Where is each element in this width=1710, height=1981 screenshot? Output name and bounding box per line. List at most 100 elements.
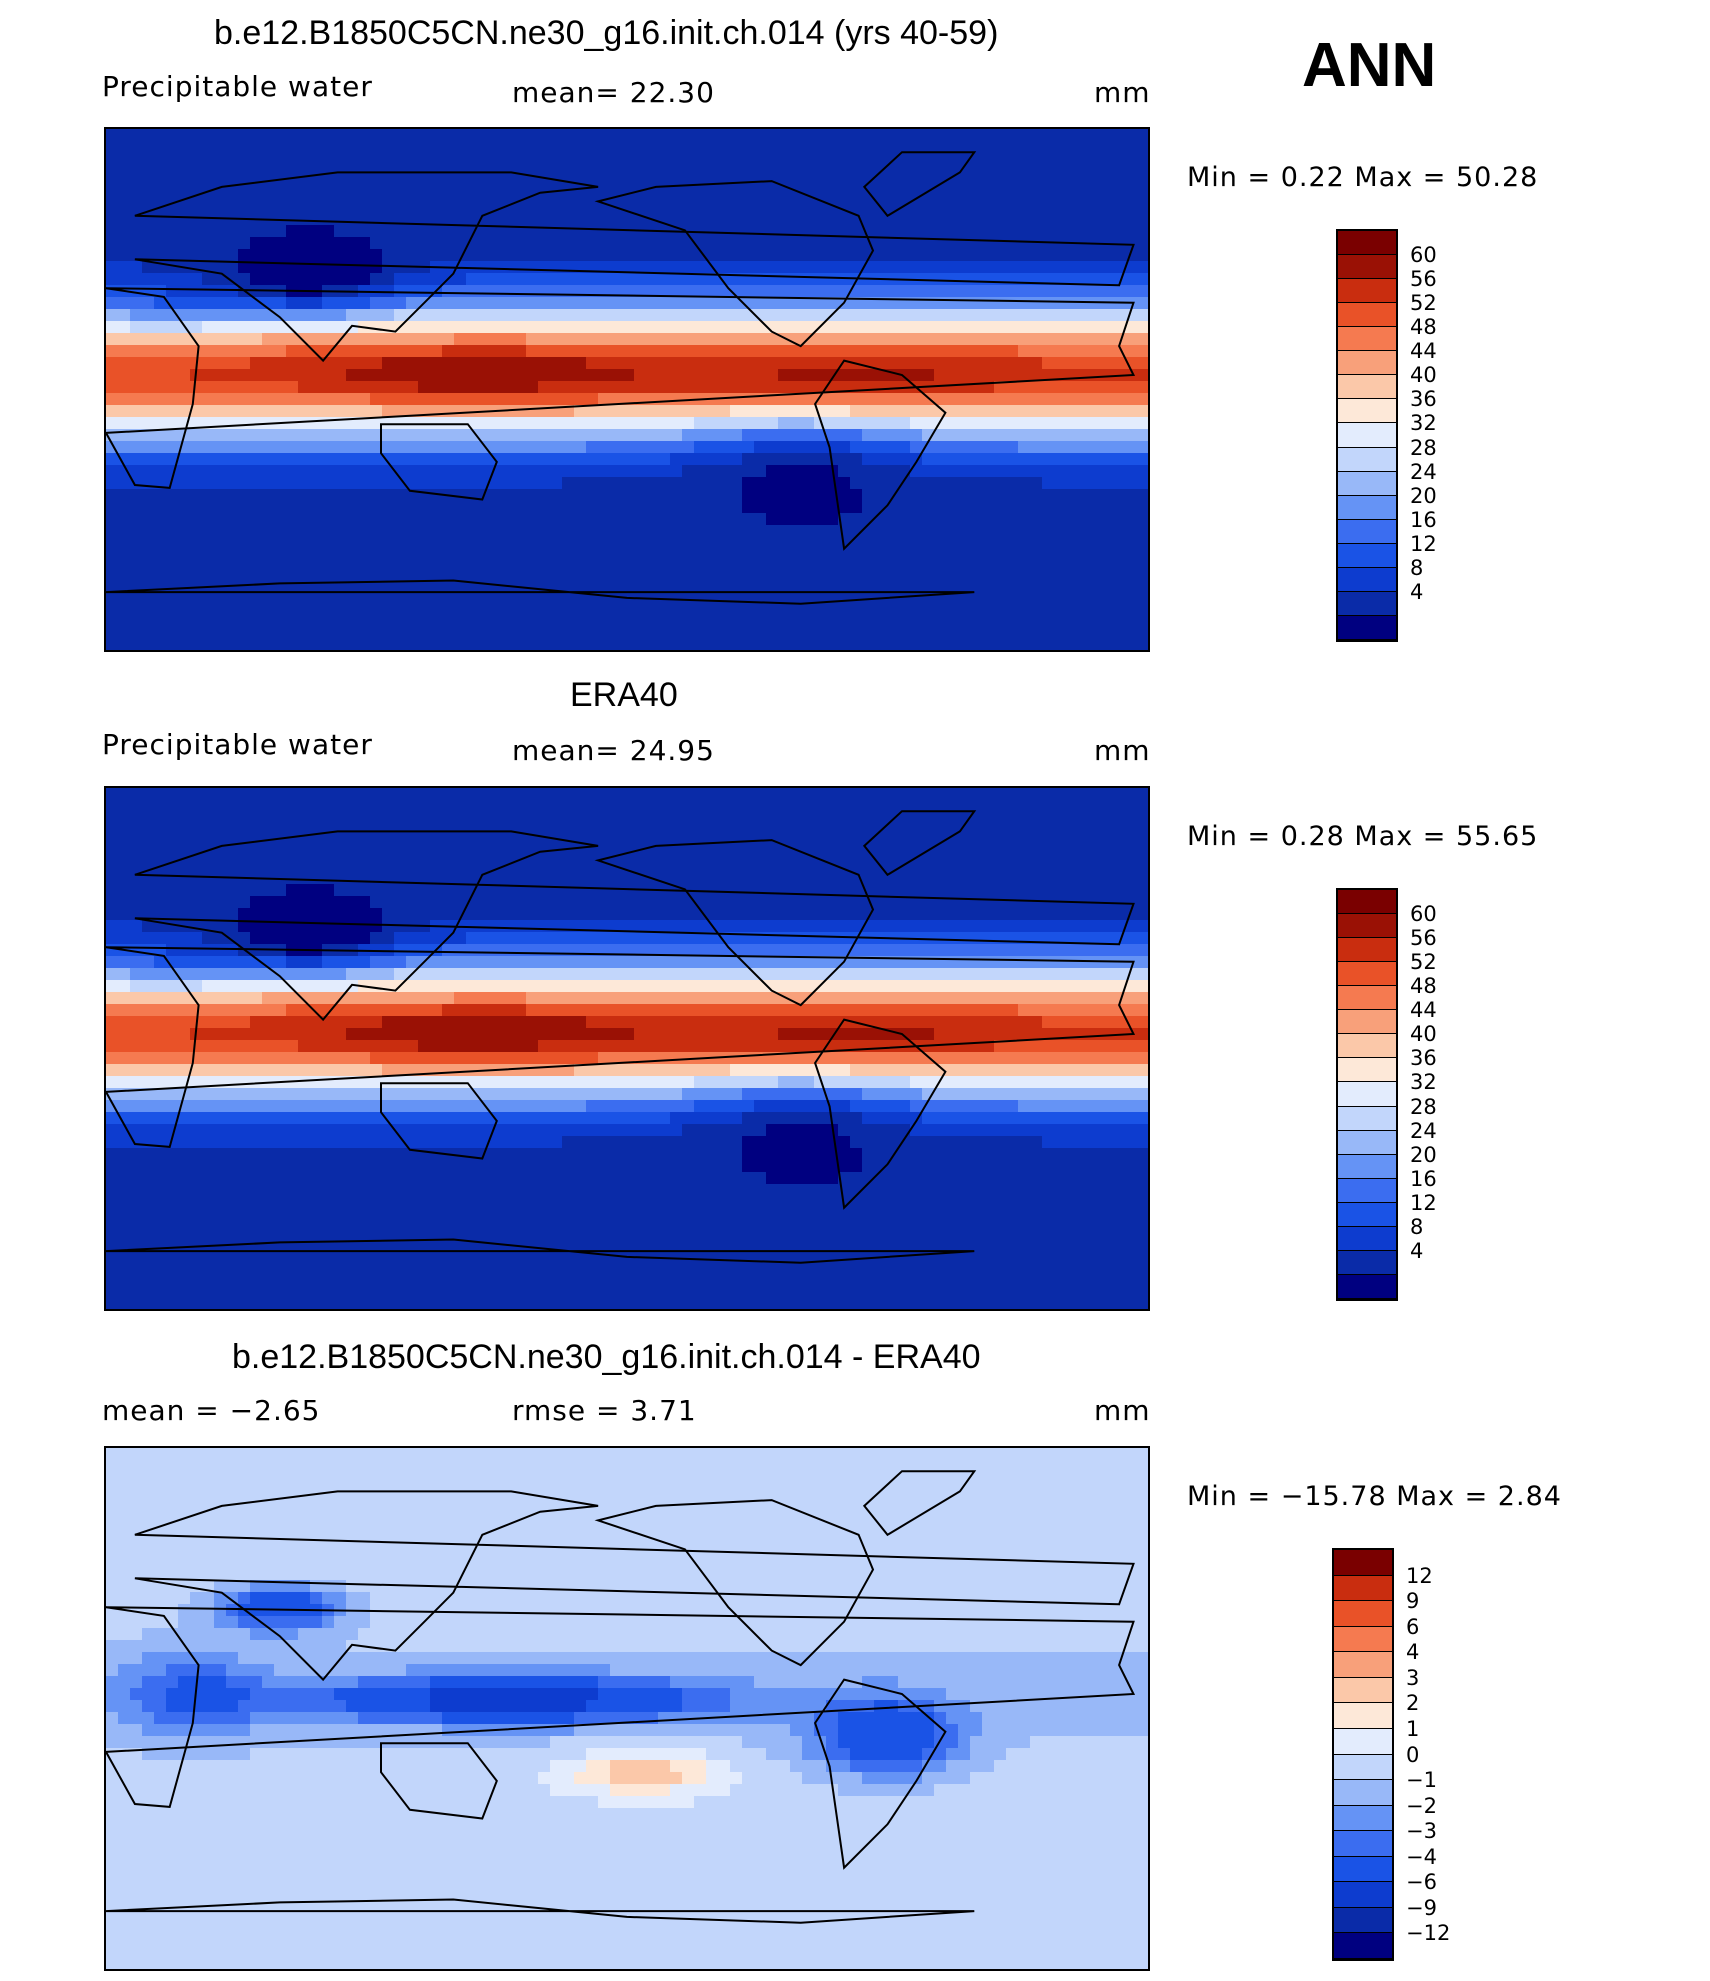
colorbar-label: 36 [1410, 387, 1437, 412]
colorbar-label: 4 [1410, 579, 1424, 604]
colorbar-swatch [1338, 495, 1396, 520]
coastline [380, 1082, 498, 1160]
colorbar-swatch [1338, 591, 1396, 616]
colorbar-swatch [1338, 986, 1396, 1011]
coastlines [106, 151, 1136, 605]
field-cells [106, 129, 1148, 650]
colorbar-label: 24 [1410, 1118, 1437, 1143]
coastline [134, 171, 1135, 363]
colorbar-label: 20 [1410, 483, 1437, 508]
panel-variable-label: Precipitable water [102, 728, 373, 761]
panel-mean-label: mean= 24.95 [512, 734, 715, 767]
colorbar-swatch [1338, 615, 1396, 640]
coastline [106, 1606, 1136, 1808]
field-cells [106, 1448, 1148, 1969]
colorbar-label: 60 [1410, 243, 1437, 268]
colorbar-swatch [1334, 1652, 1392, 1678]
colorbar-label: 40 [1410, 1022, 1437, 1047]
colorbar-swatch [1338, 962, 1396, 987]
coastline [594, 1499, 875, 1667]
model-colorbar: 60 56 52 48 44 40 36 32 28 24 20 16 12 8 4 [1336, 229, 1437, 642]
coastline [106, 1238, 975, 1264]
colorbar-label: −12 [1406, 1921, 1451, 1946]
panel-rmse-label: rmse = 3.71 [512, 1394, 697, 1427]
colorbar-swatch [1334, 1575, 1392, 1602]
colorbar-swatch [1338, 1010, 1396, 1035]
colorbar-swatch [1334, 1780, 1392, 1806]
colorbar-swatch [1338, 914, 1396, 939]
colorbar-swatch [1334, 1677, 1392, 1704]
colorbar-swatch [1334, 1550, 1392, 1576]
colorbar-swatch [1334, 1831, 1392, 1857]
coastline [813, 1018, 947, 1210]
colorbar-swatch [1338, 890, 1396, 915]
colorbar-label: 60 [1410, 902, 1437, 927]
colorbar-label: 32 [1410, 411, 1437, 436]
coastline [862, 1470, 977, 1537]
colorbar-swatch [1338, 303, 1396, 328]
colorbar-label: −3 [1406, 1819, 1437, 1844]
colorbar-swatch [1338, 1154, 1396, 1179]
colorbar-swatch [1334, 1626, 1392, 1653]
colorbar-label: 48 [1410, 974, 1437, 999]
colorbar-swatch [1334, 1728, 1392, 1755]
colorbar-label: 4 [1406, 1640, 1420, 1665]
colorbar-label: 9 [1406, 1589, 1420, 1614]
colorbar-swatch [1338, 351, 1396, 376]
colorbar-swatch [1334, 1907, 1392, 1934]
colorbar-label: 36 [1410, 1046, 1437, 1071]
coastline [134, 1490, 1135, 1682]
colorbar-label: −4 [1406, 1844, 1437, 1869]
colorbar-label: 56 [1410, 926, 1437, 951]
colorbar-label: 12 [1410, 1190, 1437, 1215]
obs-map [104, 786, 1150, 1311]
colorbar-label: −1 [1406, 1768, 1437, 1793]
colorbar-label: −2 [1406, 1793, 1437, 1818]
colorbar-label: −6 [1406, 1870, 1437, 1895]
colorbar-label: 2 [1406, 1691, 1420, 1716]
coastline [862, 151, 977, 218]
colorbar-label: 8 [1410, 1214, 1424, 1239]
colorbar-swatch [1334, 1933, 1392, 1959]
colorbar-swatch [1338, 255, 1396, 280]
colorbar-label: 28 [1410, 435, 1437, 460]
colorbar-swatch [1338, 471, 1396, 496]
panel-units-label: mm [1094, 1394, 1151, 1427]
colorbar-label: 1 [1406, 1716, 1420, 1741]
colorbar-swatch [1338, 938, 1396, 963]
coastline [813, 359, 947, 551]
colorbar-label: 16 [1410, 1166, 1437, 1191]
colorbar-swatch [1338, 279, 1396, 304]
colorbar-swatch [1334, 1805, 1392, 1832]
coastline [106, 579, 975, 605]
coastline [594, 839, 875, 1007]
coastlines [106, 810, 1136, 1264]
colorbar-swatch [1334, 1601, 1392, 1627]
coastline [134, 830, 1135, 1022]
colorbar-label: −9 [1406, 1895, 1437, 1920]
panel-mean-label: mean= 22.30 [512, 76, 715, 109]
colorbar-swatch [1338, 423, 1396, 448]
colorbar-swatch [1338, 399, 1396, 424]
diff-colorbar: 12 9 6 4 3 2 1 0 −1 −2 −3 −4 −6 −9 −12 [1332, 1548, 1450, 1961]
colorbar-label: 48 [1410, 315, 1437, 340]
model-map [104, 127, 1150, 652]
panel-units-label: mm [1094, 76, 1151, 109]
colorbar-label: 0 [1406, 1742, 1420, 1767]
colorbar-label: 40 [1410, 363, 1437, 388]
colorbar-swatch [1334, 1856, 1392, 1883]
panel-title: b.e12.B1850C5CN.ne30_g16.init.ch.014 (yr… [214, 14, 999, 52]
diff-map [104, 1446, 1150, 1971]
colorbar-swatch [1334, 1703, 1392, 1729]
colorbar-label: 24 [1410, 459, 1437, 484]
obs-colorbar: 60 56 52 48 44 40 36 32 28 24 20 16 12 8 4 [1336, 888, 1437, 1301]
panel-units-label: mm [1094, 734, 1151, 767]
panel-mean-label: mean = −2.65 [102, 1394, 321, 1427]
coastline [813, 1678, 947, 1870]
colorbar-swatch [1338, 447, 1396, 472]
colorbar-label: 12 [1406, 1563, 1433, 1588]
panel-variable-label: Precipitable water [102, 70, 373, 103]
coastline [106, 946, 1136, 1148]
colorbar-swatch [1338, 231, 1396, 256]
colorbar-label: 44 [1410, 339, 1437, 364]
